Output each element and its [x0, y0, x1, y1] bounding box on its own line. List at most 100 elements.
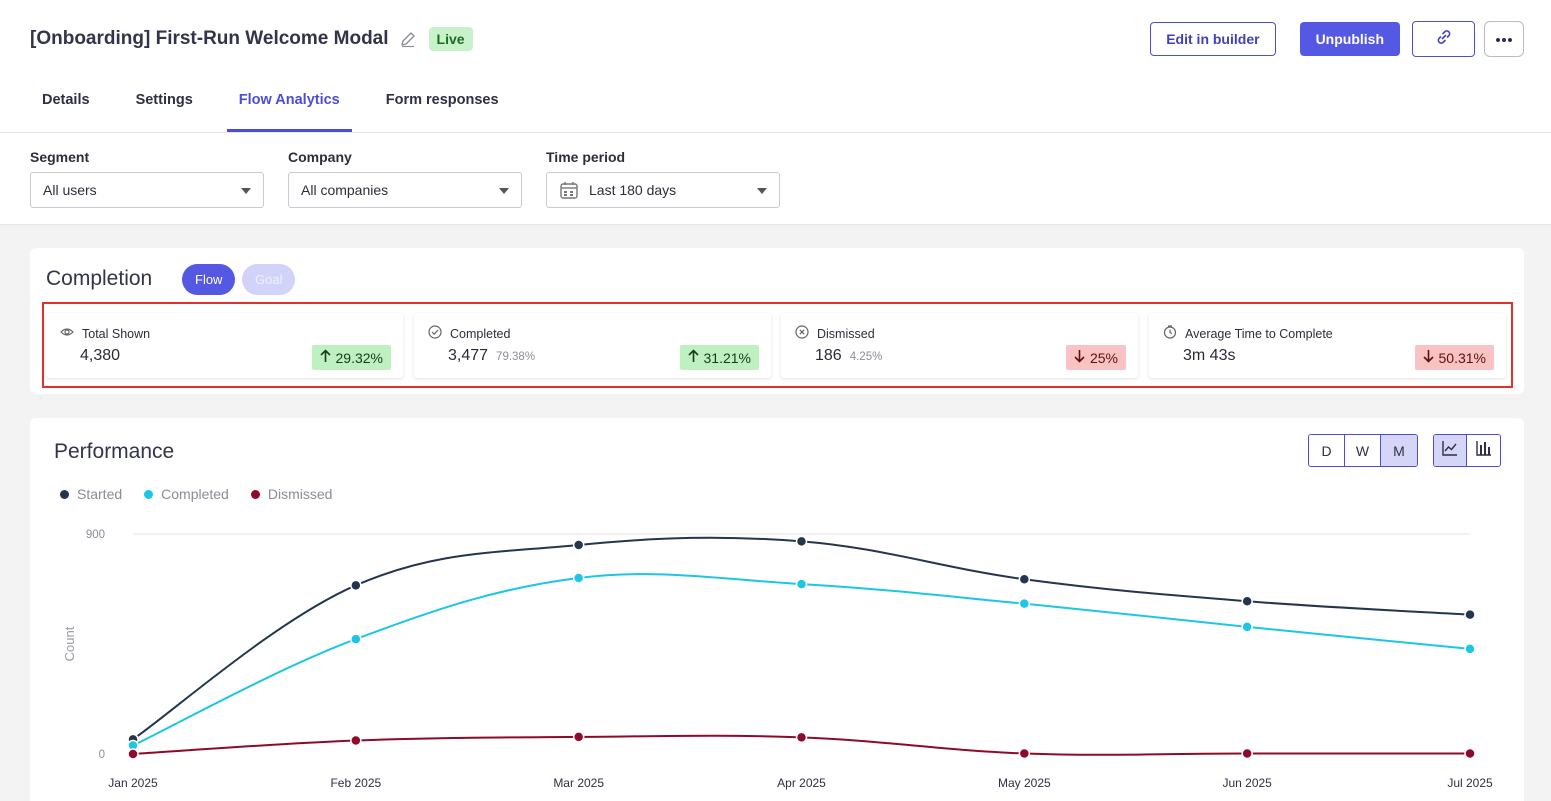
stat-value-row: 3m 43s — [1183, 347, 1235, 365]
time-period-select[interactable]: Last 180 days — [546, 172, 780, 208]
y-tick-label: 0 — [99, 749, 105, 761]
data-point-completed[interactable] — [1464, 643, 1476, 655]
stat-value-row: 3,477 79.38% — [448, 347, 535, 365]
filters-bar: Segment All users Company All companies … — [0, 133, 1551, 225]
y-tick-label: 900 — [86, 529, 105, 541]
chart-type-toggle — [1433, 434, 1501, 467]
company-select[interactable]: All companies — [288, 172, 522, 208]
data-point-dismissed[interactable] — [1018, 747, 1031, 760]
arrow-up-icon — [319, 349, 336, 366]
granularity-week-button[interactable]: W — [1345, 435, 1381, 466]
bar-chart-button[interactable] — [1467, 435, 1500, 466]
stat-value-row: 186 4.25% — [815, 347, 882, 365]
series-line-completed — [132, 573, 1471, 747]
data-point-dismissed[interactable] — [1464, 747, 1476, 760]
legend-label: Completed — [161, 486, 229, 502]
legend-dot — [144, 489, 154, 499]
stat-total-shown: Total Shown 4,380 29.32% — [46, 313, 403, 378]
data-point-dismissed[interactable] — [350, 734, 362, 747]
flow-pill[interactable]: Flow — [182, 264, 236, 295]
stat-completed: Completed 3,477 79.38% 31.21% — [414, 313, 771, 378]
stat-label: Completed — [450, 326, 511, 341]
x-tick-label: Mar 2025 — [553, 776, 604, 790]
data-point-completed[interactable] — [572, 572, 585, 584]
legend-item-dismissed[interactable]: Dismissed — [250, 486, 333, 502]
legend-item-completed[interactable]: Completed — [144, 486, 229, 502]
tab-details[interactable]: Details — [42, 92, 90, 108]
tab-form-responses[interactable]: Form responses — [385, 92, 499, 108]
granularity-month-button[interactable]: M — [1381, 435, 1417, 466]
data-point-started[interactable] — [572, 539, 585, 551]
x-tick-label: May 2025 — [998, 776, 1051, 790]
data-point-started[interactable] — [795, 535, 808, 548]
stat-percentage: 79.38% — [496, 351, 536, 363]
more-horizontal-icon — [1495, 30, 1513, 48]
completion-card: Completion Flow Goal Total Shown 4,380 2… — [30, 248, 1524, 394]
tab-bar: Details Settings Flow Analytics Form res… — [30, 78, 533, 132]
stat-value: 186 — [815, 347, 842, 364]
stat-label: Total Shown — [82, 326, 151, 341]
company-value: All companies — [301, 182, 389, 198]
stat-label: Dismissed — [817, 326, 875, 341]
x-tick-label: Jun 2025 — [1222, 776, 1272, 790]
performance-line-chart: 0 900 Count Jan 2025 Feb 2025 Mar 2025 Apr 202… — [62, 529, 1493, 790]
data-point-dismissed[interactable] — [795, 731, 808, 744]
data-point-completed[interactable] — [350, 633, 362, 645]
line-chart-button[interactable] — [1434, 435, 1467, 466]
segment-filter: Segment All users — [30, 149, 264, 208]
more-options-button[interactable] — [1484, 21, 1524, 57]
copy-link-button[interactable] — [1412, 21, 1475, 57]
tab-flow-analytics[interactable]: Flow Analytics — [226, 78, 352, 132]
bar-chart-icon — [1475, 439, 1493, 462]
segment-select[interactable]: All users — [30, 172, 264, 208]
data-point-dismissed[interactable] — [1241, 747, 1253, 760]
status-badge: Live — [428, 27, 473, 51]
segment-label: Segment — [30, 149, 90, 165]
edit-in-builder-button[interactable]: Edit in builder — [1150, 22, 1276, 56]
data-point-dismissed[interactable] — [127, 748, 139, 760]
completion-title: Completion — [46, 267, 153, 290]
delta-badge: 29.32% — [311, 345, 391, 370]
delta-badge: 31.21% — [679, 345, 759, 370]
data-point-started[interactable] — [1241, 595, 1253, 607]
header-actions: Edit in builder Unpublish — [1150, 21, 1524, 57]
granularity-toggle: D W M — [1308, 434, 1418, 467]
stat-label-row: Dismissed — [795, 325, 875, 342]
legend-dot — [250, 489, 260, 499]
data-point-started[interactable] — [1464, 608, 1476, 621]
timer-icon — [1163, 325, 1185, 342]
stat-value: 4,380 — [80, 347, 121, 364]
granularity-day-button[interactable]: D — [1309, 435, 1345, 466]
delta-value: 50.31% — [1438, 349, 1486, 366]
data-point-completed[interactable] — [795, 578, 808, 590]
pencil-icon[interactable] — [399, 30, 417, 48]
stat-label: Average Time to Complete — [1185, 326, 1333, 341]
legend-item-started[interactable]: Started — [60, 486, 122, 502]
delta-value: 29.32% — [335, 349, 383, 366]
page-header: [Onboarding] First-Run Welcome Modal Liv… — [0, 0, 1551, 133]
eye-icon — [60, 325, 82, 342]
segment-value: All users — [43, 182, 97, 198]
unpublish-button[interactable]: Unpublish — [1299, 22, 1400, 56]
data-point-completed[interactable] — [1241, 621, 1253, 633]
data-point-dismissed[interactable] — [572, 731, 585, 743]
tab-settings[interactable]: Settings — [135, 92, 193, 108]
x-tick-label: Apr 2025 — [777, 776, 826, 790]
y-axis-label: Count — [62, 626, 77, 661]
stat-value: 3,477 — [448, 347, 489, 364]
x-tick-label: Jan 2025 — [108, 776, 158, 790]
chart-legend: Started Completed Dismissed — [60, 486, 354, 502]
x-tick-label: Feb 2025 — [330, 776, 381, 790]
data-point-started[interactable] — [350, 579, 362, 592]
title-row: [Onboarding] First-Run Welcome Modal Liv… — [30, 24, 473, 54]
data-point-started[interactable] — [1018, 573, 1031, 585]
x-tick-label: Jul 2025 — [1447, 776, 1493, 790]
company-filter: Company All companies — [288, 149, 522, 208]
performance-title: Performance — [54, 440, 175, 463]
legend-label: Dismissed — [267, 486, 333, 502]
data-point-completed[interactable] — [1018, 597, 1031, 610]
stat-label-row: Average Time to Complete — [1163, 325, 1333, 342]
delta-badge: 50.31% — [1414, 345, 1494, 370]
link-icon — [1436, 29, 1452, 50]
goal-pill[interactable]: Goal — [242, 264, 296, 295]
